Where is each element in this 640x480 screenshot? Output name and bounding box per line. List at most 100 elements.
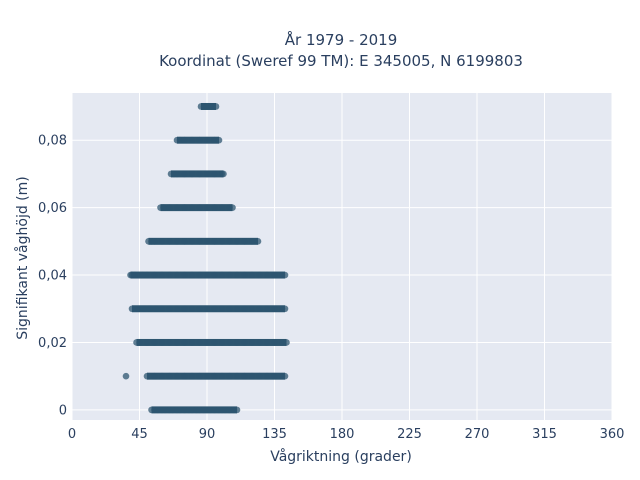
data-point-cluster bbox=[214, 271, 222, 279]
data-point-cluster bbox=[169, 271, 177, 279]
data-point-cluster bbox=[199, 305, 207, 313]
data-point bbox=[211, 170, 218, 178]
data-point-cluster bbox=[267, 271, 275, 279]
data-point-cluster bbox=[259, 305, 267, 313]
data-point-cluster bbox=[192, 136, 200, 144]
data-point bbox=[263, 271, 271, 279]
data-point-cluster bbox=[147, 338, 155, 346]
data-point bbox=[188, 305, 196, 313]
data-point bbox=[166, 305, 173, 313]
data-point bbox=[140, 305, 148, 313]
data-point bbox=[248, 339, 256, 346]
x-tick-label: 180 bbox=[330, 427, 355, 442]
data-point bbox=[215, 136, 223, 144]
data-point bbox=[160, 204, 167, 211]
data-point-cluster bbox=[192, 271, 200, 279]
data-point-cluster bbox=[184, 271, 192, 279]
data-point bbox=[173, 170, 181, 178]
data-point-cluster bbox=[229, 338, 237, 346]
data-point bbox=[196, 271, 203, 279]
data-point-cluster bbox=[154, 372, 162, 380]
data-point bbox=[218, 305, 226, 313]
data-point bbox=[248, 305, 256, 313]
data-point-cluster bbox=[267, 372, 275, 380]
data-point-cluster bbox=[259, 271, 267, 279]
data-point-cluster bbox=[229, 271, 237, 279]
data-point-cluster bbox=[169, 338, 177, 346]
data-point bbox=[233, 406, 241, 414]
data-point bbox=[188, 339, 196, 346]
x-tick-label: 270 bbox=[465, 427, 490, 442]
data-point bbox=[146, 305, 154, 313]
data-point-cluster bbox=[207, 136, 215, 144]
data-point-cluster bbox=[244, 305, 252, 313]
data-point bbox=[271, 372, 278, 380]
data-point bbox=[218, 238, 226, 245]
data-point bbox=[158, 339, 166, 346]
data-point-cluster bbox=[199, 204, 207, 212]
data-point-cluster bbox=[169, 237, 177, 245]
data-point-cluster bbox=[199, 372, 207, 380]
data-point bbox=[233, 372, 241, 380]
y-axis-ticks: 0 0,02 0,04 0,06 0,08 bbox=[38, 134, 67, 419]
data-point-cluster bbox=[222, 271, 230, 279]
data-point-cluster bbox=[214, 204, 222, 212]
data-point-cluster bbox=[237, 271, 245, 279]
data-point-cluster bbox=[252, 338, 260, 346]
data-point bbox=[203, 204, 211, 211]
data-point-cluster bbox=[192, 170, 200, 178]
data-point bbox=[131, 271, 139, 279]
data-point bbox=[203, 372, 211, 380]
data-point-cluster bbox=[244, 271, 252, 279]
data-point bbox=[196, 170, 203, 178]
data-point bbox=[211, 305, 218, 313]
x-tick-label: 90 bbox=[199, 427, 216, 442]
data-point-cluster bbox=[237, 237, 245, 245]
data-point bbox=[263, 339, 271, 346]
data-point-cluster bbox=[139, 338, 147, 346]
data-point-cluster bbox=[199, 170, 207, 178]
data-point bbox=[128, 305, 136, 313]
data-point bbox=[196, 339, 203, 346]
data-point-cluster bbox=[169, 372, 177, 380]
data-point-cluster bbox=[267, 305, 275, 313]
data-point-cluster bbox=[222, 237, 230, 245]
data-point bbox=[188, 136, 196, 144]
data-point bbox=[218, 372, 226, 380]
data-point bbox=[166, 238, 173, 245]
data-point-cluster bbox=[169, 204, 177, 212]
data-point bbox=[196, 238, 203, 245]
y-tick-label: 0,04 bbox=[38, 269, 67, 284]
data-point-cluster bbox=[274, 305, 282, 313]
data-point-cluster bbox=[184, 338, 192, 346]
data-point-cluster bbox=[199, 271, 207, 279]
data-point-cluster bbox=[177, 305, 185, 313]
data-point bbox=[211, 204, 218, 211]
data-point bbox=[151, 339, 158, 346]
data-point-cluster bbox=[229, 305, 237, 313]
data-point bbox=[218, 204, 226, 211]
data-point bbox=[203, 339, 211, 346]
x-tick-label: 360 bbox=[600, 427, 625, 442]
x-tick-label: 225 bbox=[397, 427, 422, 442]
data-point-cluster bbox=[154, 338, 162, 346]
x-tick-label: 315 bbox=[532, 427, 557, 442]
data-point bbox=[256, 271, 263, 279]
data-point-cluster bbox=[244, 237, 252, 245]
data-point-cluster bbox=[162, 237, 170, 245]
chart-title-line-1: År 1979 - 2019 bbox=[285, 30, 398, 49]
data-point bbox=[241, 339, 248, 346]
data-point-cluster bbox=[184, 204, 192, 212]
data-point-cluster bbox=[252, 271, 260, 279]
data-point-cluster bbox=[259, 372, 267, 380]
data-point-cluster bbox=[222, 338, 230, 346]
data-point-cluster bbox=[177, 338, 185, 346]
data-point-cluster bbox=[147, 271, 155, 279]
data-point-cluster bbox=[199, 237, 207, 245]
data-point bbox=[181, 170, 188, 178]
data-point-cluster bbox=[237, 338, 245, 346]
data-point-cluster bbox=[162, 271, 170, 279]
data-point-cluster bbox=[207, 372, 215, 380]
data-point bbox=[173, 204, 181, 211]
data-point-cluster bbox=[192, 305, 200, 313]
